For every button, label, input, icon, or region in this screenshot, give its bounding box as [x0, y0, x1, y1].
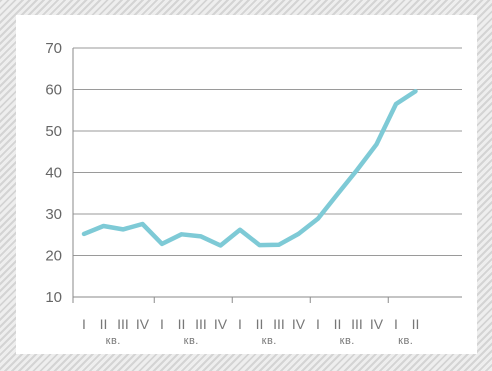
- x-quarter-label: II: [256, 316, 264, 332]
- y-tick-label-50: 50: [45, 123, 62, 140]
- y-tick-label-40: 40: [45, 165, 62, 182]
- x-quarter-label: IV: [214, 316, 228, 332]
- x-quarter-label: III: [351, 316, 363, 332]
- y-tick-label-60: 60: [45, 82, 62, 99]
- x-group-label: кв.: [184, 335, 199, 347]
- x-quarter-label: II: [178, 316, 186, 332]
- x-quarter-label: II: [100, 316, 108, 332]
- x-quarter-label: II: [334, 316, 342, 332]
- x-quarter-label: I: [160, 316, 164, 332]
- y-tick-label-30: 30: [45, 206, 62, 223]
- y-tick-label-20: 20: [45, 248, 62, 265]
- chart-panel: 10 20 30 40 50 60 70 I II III IV кв. I II III IV кв. I II I…: [16, 15, 477, 354]
- x-quarter-label: III: [273, 316, 285, 332]
- x-quarter-label: II: [412, 316, 420, 332]
- y-tick-label-10: 10: [45, 289, 62, 306]
- x-quarter-label: IV: [136, 316, 150, 332]
- x-group-label: кв.: [262, 335, 277, 347]
- x-quarter-label: I: [316, 316, 320, 332]
- y-tick-label-70: 70: [45, 40, 62, 57]
- x-quarter-label: III: [195, 316, 207, 332]
- x-quarter-label: IV: [292, 316, 306, 332]
- x-quarter-label: I: [82, 316, 86, 332]
- x-quarter-label: I: [394, 316, 398, 332]
- x-quarter-label: I: [238, 316, 242, 332]
- x-group-label: кв.: [398, 335, 413, 347]
- series-line: [81, 88, 418, 248]
- x-quarter-label: IV: [370, 316, 384, 332]
- x-quarter-label: III: [117, 316, 129, 332]
- x-group-label: кв.: [106, 335, 121, 347]
- x-group-label: кв.: [340, 335, 355, 347]
